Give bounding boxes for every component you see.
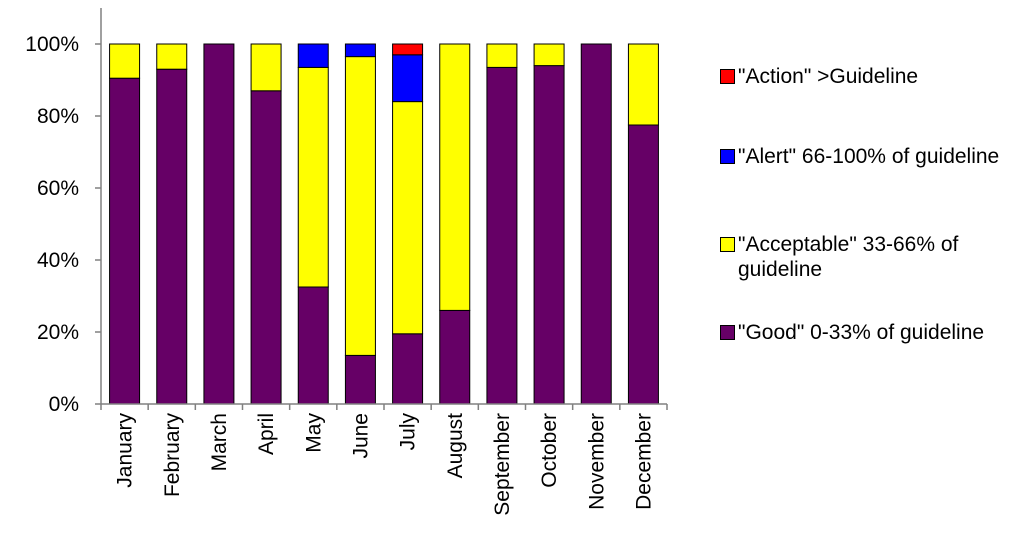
y-tick-label: 100%: [25, 33, 79, 56]
x-tick-label-march: March: [208, 413, 231, 471]
x-tick-label-august: August: [444, 413, 467, 479]
bar-january-acceptable: [109, 43, 141, 79]
y-tick-label: 80%: [37, 105, 79, 128]
bar-july-good: [392, 333, 424, 405]
bar-july-action: [392, 43, 424, 56]
bar-march-good: [203, 43, 235, 405]
bar-december-good: [627, 124, 659, 405]
bar-october-good: [533, 65, 565, 405]
legend-swatch-acceptable: [720, 237, 735, 252]
legend-label-acceptable: "Acceptable" 33-66% of guideline: [738, 233, 959, 281]
bar-september-acceptable: [486, 43, 518, 68]
legend-label-good: "Good" 0-33% of guideline: [738, 321, 985, 344]
x-tick-label-february: February: [161, 413, 184, 498]
bar-december-acceptable: [627, 43, 659, 126]
bar-june-acceptable: [344, 56, 376, 356]
bar-april-good: [250, 90, 282, 405]
bar-april-acceptable: [250, 43, 282, 92]
bar-november-good: [580, 43, 612, 405]
legend-item-action: "Action" >Guideline: [720, 64, 1028, 89]
x-tick-label-may: May: [302, 413, 325, 453]
legend-swatch-action: [720, 69, 735, 84]
x-tick-label-december: December: [632, 413, 655, 510]
legend-item-alert: "Alert" 66-100% of guideline: [720, 144, 1028, 169]
bar-february-acceptable: [156, 43, 188, 70]
y-tick-label: 40%: [37, 249, 79, 272]
x-tick-label-june: June: [349, 413, 372, 459]
bar-august-good: [439, 309, 471, 405]
legend-item-acceptable: "Acceptable" 33-66% of guideline: [720, 232, 1028, 282]
x-tick-label-september: September: [491, 413, 514, 516]
legend-label-alert: "Alert" 66-100% of guideline: [738, 145, 1000, 168]
labels-layer: 0% 20% 40% 60% 80% 100% January February March Ap…: [25, 33, 655, 516]
bar-may-good: [297, 286, 329, 405]
legend-item-good: "Good" 0-33% of guideline: [720, 320, 1028, 345]
bar-january-good: [109, 77, 141, 405]
y-tick-label: 60%: [37, 177, 79, 200]
bar-june-good: [344, 354, 376, 405]
legend-swatch-good: [720, 325, 735, 340]
legend-swatch-alert: [720, 149, 735, 164]
bar-july-alert: [392, 54, 424, 103]
x-tick-label-november: November: [585, 413, 608, 510]
bars-layer: [109, 43, 659, 405]
y-tick-label: 20%: [37, 321, 79, 344]
bar-may-alert: [297, 43, 329, 68]
x-tick-label-july: July: [397, 413, 420, 451]
x-tick-label-april: April: [255, 413, 278, 455]
x-tick-label-january: January: [114, 413, 137, 488]
bar-february-good: [156, 68, 188, 405]
bar-october-acceptable: [533, 43, 565, 67]
bar-may-acceptable: [297, 66, 329, 288]
bar-july-acceptable: [392, 101, 424, 335]
bar-september-good: [486, 66, 518, 405]
axes-layer: [95, 8, 668, 410]
bar-august-acceptable: [439, 43, 471, 311]
y-tick-label: 0%: [49, 393, 79, 416]
legend-label-action: "Action" >Guideline: [738, 65, 919, 88]
x-tick-label-october: October: [538, 413, 561, 488]
bar-june-alert: [344, 43, 376, 58]
